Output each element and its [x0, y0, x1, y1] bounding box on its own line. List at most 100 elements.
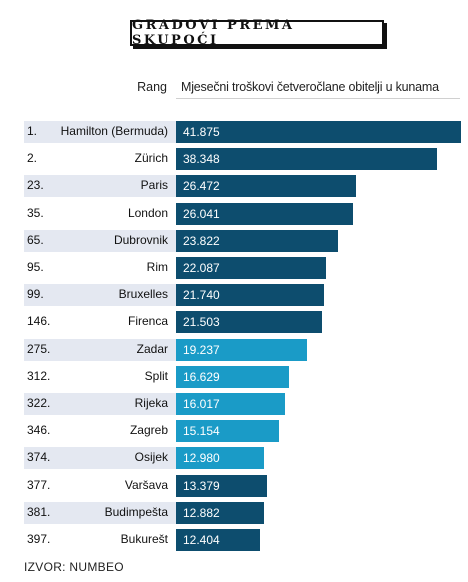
row-label-background [24, 393, 176, 415]
bar-value-label: 38.348 [183, 152, 220, 167]
bar-value-label: 21.503 [183, 315, 220, 330]
rank-label: 312. [27, 368, 51, 383]
city-label: Rim [146, 260, 168, 274]
bar-row: 23. Paris 26.472 [24, 175, 461, 198]
row-label-background [24, 365, 176, 388]
bar [176, 474, 267, 497]
city-label: Bruxelles [118, 287, 168, 302]
bar-value-label: 13.379 [183, 478, 220, 493]
row-label-background [24, 121, 176, 143]
city-label: Budimpešta [104, 504, 168, 519]
bar-row: 322. Rijeka 16.017 [24, 393, 461, 415]
bar [176, 420, 279, 443]
rank-label: 99. [27, 287, 44, 302]
rank-label: 322. [27, 396, 51, 410]
rank-label: 397. [27, 532, 51, 546]
city-label: Rijeka [134, 396, 168, 410]
header-divider [176, 98, 460, 99]
chart-title: GRADOVI PREMA SKUPOĆI [132, 18, 295, 48]
rank-label: 35. [27, 205, 44, 220]
row-label-background [24, 420, 176, 443]
bar [176, 257, 326, 279]
bar [176, 529, 260, 551]
bar-row: 99. Bruxelles 21.740 [24, 284, 461, 307]
bar [176, 338, 307, 361]
row-label-background [24, 175, 176, 198]
city-label: Hamilton (Bermuda) [60, 124, 168, 138]
row-label-background [24, 284, 176, 307]
bar [176, 393, 285, 415]
rank-label: 146. [27, 314, 51, 329]
bar [176, 202, 353, 225]
rank-label: 381. [27, 504, 51, 519]
chart-title-box: GRADOVI PREMA SKUPOĆI [130, 18, 384, 48]
bar-value-label: 12.882 [183, 505, 220, 520]
rank-label: 346. [27, 423, 51, 438]
bar-value-label: 16.629 [183, 369, 220, 384]
bar-value-label: 22.087 [183, 261, 220, 275]
bar-value-label: 41.875 [183, 125, 220, 139]
row-label-background [24, 447, 176, 470]
city-label: Dubrovnik [113, 232, 168, 247]
row-label-background [24, 474, 176, 497]
bar [176, 365, 289, 388]
source-note: IZVOR: NUMBEO [24, 560, 124, 574]
bar-row: 146. Firenca 21.503 [24, 311, 461, 334]
bar [176, 121, 461, 143]
bar-value-label: 21.740 [183, 288, 220, 303]
city-label: Osijek [134, 450, 168, 465]
city-label: Paris [140, 178, 168, 193]
row-label-background [24, 257, 176, 279]
bar-row: 374. Osijek 12.980 [24, 447, 461, 470]
bar-value-label: 12.404 [183, 533, 220, 547]
bar-row: 377. Varšava 13.379 [24, 474, 461, 497]
bar-row: 2. Zürich 38.348 [24, 148, 461, 171]
bar-value-label: 19.237 [183, 342, 220, 357]
value-column-header: Mjesečni troškovi četveročlane obitelji … [181, 80, 439, 94]
bar-value-label: 26.472 [183, 179, 220, 194]
bar-row: 35. London 26.041 [24, 202, 461, 225]
bar-value-label: 23.822 [183, 233, 220, 248]
city-label: Firenca [127, 314, 168, 329]
bar [176, 311, 322, 334]
rank-column-header: Rang [137, 80, 167, 94]
bar [176, 284, 324, 307]
bar [176, 175, 356, 198]
city-label: Split [144, 368, 168, 383]
row-label-background [24, 501, 176, 524]
row-label-background [24, 338, 176, 361]
bar-value-label: 26.041 [183, 206, 220, 221]
bar-value-label: 16.017 [183, 397, 220, 411]
row-label-background [24, 229, 176, 252]
city-label: Zagreb [129, 423, 168, 438]
rank-label: 95. [27, 260, 44, 274]
bar-row: 381. Budimpešta 12.882 [24, 501, 461, 524]
rank-label: 374. [27, 450, 51, 465]
bar-row: 312. Split 16.629 [24, 365, 461, 388]
city-label: Zadar [136, 341, 168, 356]
bar-row: 1. Hamilton (Bermuda) 41.875 [24, 121, 461, 143]
row-label-background [24, 202, 176, 225]
bar-value-label: 15.154 [183, 424, 220, 439]
rank-label: 275. [27, 341, 51, 356]
city-label: Varšava [124, 477, 168, 492]
bar-row: 95. Rim 22.087 [24, 257, 461, 279]
rank-label: 65. [27, 232, 44, 247]
row-label-background [24, 311, 176, 334]
rank-label: 23. [27, 178, 44, 193]
row-label-background [24, 529, 176, 551]
bar [176, 148, 437, 171]
bar [176, 501, 264, 524]
rank-label: 377. [27, 477, 51, 492]
city-label: London [127, 205, 168, 220]
bar-row: 346. Zagreb 15.154 [24, 420, 461, 443]
city-label: Zürich [134, 151, 168, 166]
bar [176, 447, 264, 470]
rank-label: 1. [27, 124, 38, 138]
bar [176, 229, 338, 252]
bar-value-label: 12.980 [183, 451, 220, 466]
city-label: Bukurešt [120, 532, 168, 546]
bar-row: 65. Dubrovnik 23.822 [24, 229, 461, 252]
row-label-background [24, 148, 176, 171]
